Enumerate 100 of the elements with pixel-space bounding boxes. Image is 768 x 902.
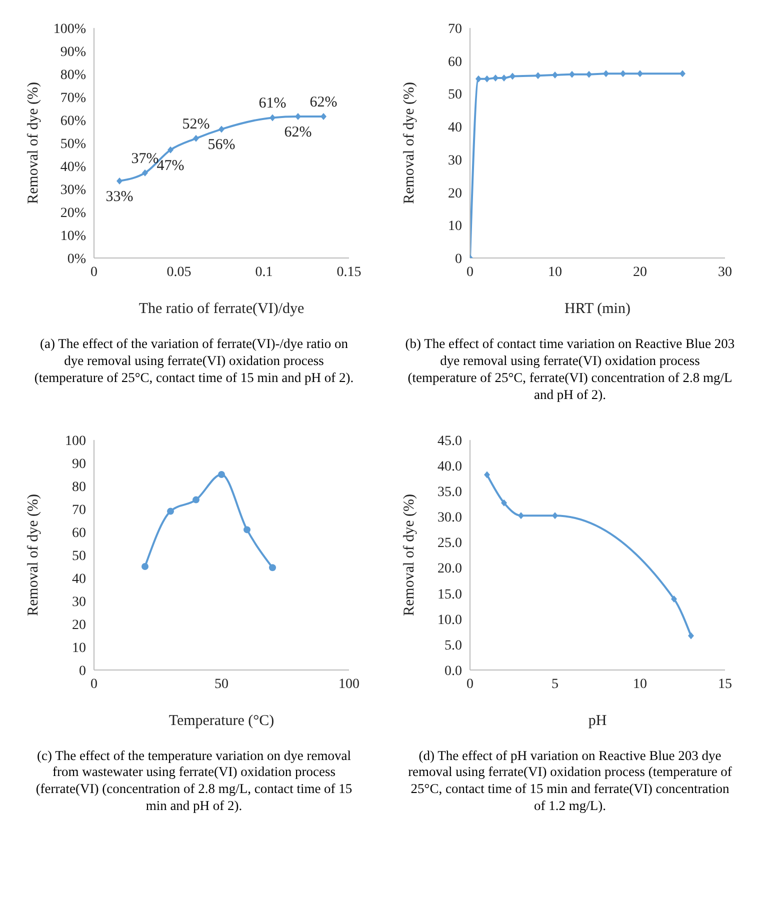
point: [218, 470, 225, 478]
y-tick-label: 50%: [60, 136, 86, 152]
text: (c) The effect of the temperature variation on dye removal from wastewater using ferrate(VI) oxidation process (ferrate(VI) (concentration of 2.8 mg/L, contact time of 15 min and pH of 2).: [34, 748, 354, 815]
y-tick-label: 10%: [60, 228, 86, 244]
y-tick-label: 20: [448, 186, 462, 202]
point: [484, 470, 490, 478]
data-label: 52%: [182, 116, 210, 132]
x-axis-title: HRT (min): [564, 301, 630, 317]
y-tick-label: 90%: [60, 44, 86, 60]
x-tick-label: 0: [466, 676, 474, 692]
point: [484, 75, 490, 82]
y-tick-label: 0.0: [444, 663, 462, 678]
point: [535, 72, 541, 80]
point: [518, 512, 524, 519]
point: [501, 498, 507, 506]
y-tick-label: 45.0: [438, 433, 462, 448]
y-tick-label: 60%: [60, 114, 86, 129]
data-label: 37%: [131, 150, 159, 167]
y-axis-title: Removal of dye (%): [25, 82, 42, 204]
y-tick-label: 30.0: [438, 510, 462, 526]
y-tick-label: 60: [72, 525, 86, 540]
point: [586, 70, 592, 78]
data-label: 56%: [208, 137, 236, 154]
point: [680, 70, 686, 78]
data-label: 62%: [310, 94, 338, 111]
y-tick-label: 90: [72, 456, 86, 472]
y-tick-label: 40: [72, 571, 86, 586]
x-tick-label: 0: [466, 264, 474, 280]
y-tick-label: 20%: [60, 206, 86, 221]
y-tick-label: 80%: [60, 68, 86, 83]
y-axis-title: Removal of dye (%): [401, 82, 418, 204]
x-tick-label: 0.15: [336, 264, 362, 280]
y-tick-label: 15.0: [438, 586, 462, 602]
y-tick-label: 25.0: [438, 536, 462, 551]
point: [320, 113, 326, 120]
point: [167, 507, 174, 514]
y-tick-label: 70%: [60, 90, 86, 106]
data-label: 62%: [284, 124, 312, 141]
data-label: 33%: [106, 188, 134, 205]
x-tick-label: 30: [718, 264, 732, 280]
y-tick-label: 100: [65, 433, 86, 448]
point: [510, 72, 516, 80]
x-tick-label: 5: [552, 676, 558, 692]
y-tick-label: 50: [72, 548, 86, 564]
point: [244, 526, 250, 533]
y-tick-label: 80: [72, 479, 86, 494]
y-tick-label: 0: [455, 252, 462, 267]
y-tick-label: 0: [79, 663, 86, 678]
y-tick-label: 30: [448, 153, 462, 168]
y-tick-label: 35.0: [438, 484, 462, 500]
y-tick-label: 40%: [60, 160, 86, 175]
y-tick-label: 10: [448, 219, 462, 234]
x-tick-label: 0.05: [166, 264, 192, 280]
y-tick-label: 0%: [67, 252, 86, 267]
y-axis-title: Removal of dye (%): [25, 493, 42, 616]
y-tick-label: 70: [72, 502, 86, 518]
y-tick-label: 40: [448, 120, 462, 136]
y-tick-label: 10: [72, 640, 86, 656]
x-tick-label: 10: [548, 264, 562, 280]
point: [603, 70, 609, 78]
y-tick-label: 50: [448, 88, 462, 103]
point: [501, 74, 507, 82]
point: [168, 146, 174, 154]
x-tick-label: 10: [633, 676, 647, 692]
point: [569, 70, 575, 78]
y-tick-label: 10.0: [438, 612, 462, 628]
point: [552, 512, 558, 519]
point: [142, 169, 148, 176]
point: [193, 134, 199, 142]
y-tick-label: 30%: [60, 182, 86, 198]
x-tick-label: 50: [214, 676, 228, 692]
point: [492, 74, 498, 82]
y-tick-label: 60: [448, 54, 462, 70]
y-tick-label: 20.0: [438, 561, 462, 576]
y-tick-label: 100%: [53, 22, 86, 37]
text: (a) The effect of the variation of ferrate(VI)-/dye ratio on dye removal using ferrate(VI) oxidation process (temperature of 25°C, contact time of 15 min and pH of 2).: [33, 336, 355, 387]
point: [671, 594, 677, 602]
point: [552, 71, 558, 78]
x-tick-label: 20: [633, 264, 647, 280]
x-tick-label: 100: [338, 676, 360, 692]
point: [295, 113, 301, 120]
x-tick-label: 0: [90, 676, 98, 692]
point: [142, 562, 148, 570]
y-tick-label: 70: [448, 22, 462, 37]
x-tick-label: 0: [90, 264, 98, 280]
x-axis-title: Temperature (°C): [168, 712, 274, 728]
x-axis-title: The ratio of ferrate(VI)/dye: [138, 301, 304, 317]
point: [116, 177, 122, 184]
text: (b) The effect of contact time variation on Reactive Blue 203 dye removal using ferrate(VI) oxidation process (temperature of 25°C, ferrate(VI) concentration of 2.8 mg/L and pH of 2).: [405, 336, 735, 404]
point: [688, 632, 694, 639]
y-tick-label: 20: [72, 617, 86, 632]
point: [476, 75, 482, 82]
point: [218, 126, 224, 133]
x-axis-title: pH: [588, 712, 607, 728]
point: [192, 496, 200, 503]
y-axis-title: Removal of dye (%): [401, 493, 418, 616]
point: [269, 564, 276, 571]
x-tick-label: 15: [718, 676, 732, 692]
data-label: 61%: [258, 96, 286, 112]
x-tick-label: 0.1: [255, 264, 273, 280]
